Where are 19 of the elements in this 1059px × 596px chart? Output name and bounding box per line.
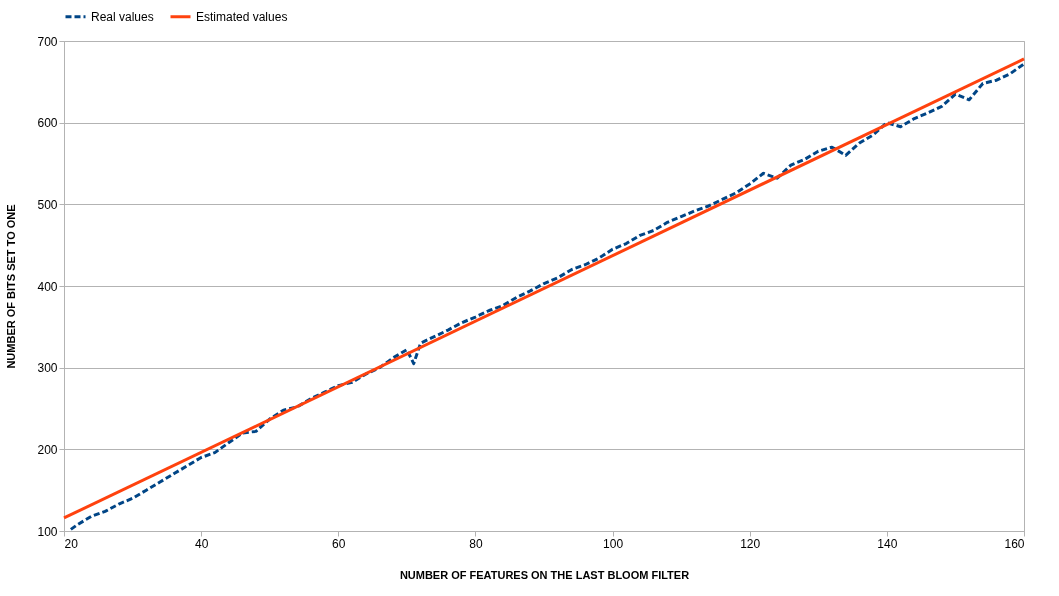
y-tick-label: 500 — [37, 197, 58, 212]
y-tick-label: 300 — [37, 361, 58, 376]
x-axis-title: NUMBER OF FEATURES ON THE LAST BLOOM FILTER — [399, 568, 690, 581]
y-tick-label: 400 — [37, 279, 58, 294]
x-tick-label: 40 — [194, 536, 209, 551]
y-axis-title: NUMBER OF BITS SET TO ONE — [5, 204, 18, 369]
x-tick-label: 60 — [332, 536, 346, 551]
legend-label: Real values — [91, 9, 154, 24]
y-tick-label: 100 — [37, 524, 58, 539]
x-tick-label: 120 — [740, 536, 761, 551]
y-tick-label: 700 — [37, 34, 58, 49]
y-tick-label: 200 — [37, 442, 58, 457]
x-tick-label: 80 — [469, 536, 483, 551]
y-tick-label: 600 — [37, 116, 58, 131]
x-tick-label: 160 — [1004, 536, 1025, 551]
x-tick-label: 100 — [603, 536, 624, 551]
legend-label: Estimated values — [196, 9, 288, 24]
x-tick-label: 140 — [877, 536, 898, 551]
x-tick-label: 20 — [64, 536, 79, 551]
